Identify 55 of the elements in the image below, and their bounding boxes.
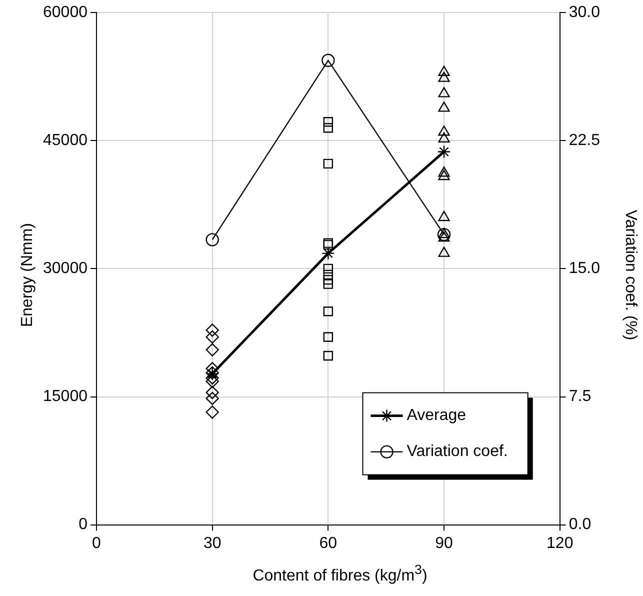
point xyxy=(323,158,334,169)
y2-tick-label: 15.0 xyxy=(568,260,600,278)
x-tick-label: 0 xyxy=(92,534,102,552)
point xyxy=(438,210,450,222)
point xyxy=(206,406,219,419)
x-axis-title: Content of fibres (kg/m$^{3}$) xyxy=(252,562,428,586)
y-tick-label: 30000 xyxy=(42,260,88,278)
point xyxy=(323,279,334,289)
point xyxy=(206,362,219,376)
point xyxy=(323,306,334,316)
point xyxy=(438,102,450,112)
point xyxy=(438,87,450,98)
point xyxy=(323,264,334,274)
y2-tick-label: 7.5 xyxy=(568,388,592,406)
point xyxy=(438,66,450,76)
point xyxy=(437,145,451,158)
legend-label: Average xyxy=(406,407,466,424)
point xyxy=(323,117,334,127)
x-tick-label: 60 xyxy=(319,534,338,552)
point xyxy=(438,126,450,136)
y2-tick-label: 22.5 xyxy=(568,132,600,150)
point xyxy=(438,132,450,143)
point xyxy=(323,274,334,285)
point xyxy=(438,246,450,257)
point xyxy=(438,72,450,82)
y-tick-label: 45000 xyxy=(42,132,88,150)
y-axis-title: Energy (Nmm) xyxy=(19,222,37,328)
x-tick-label: 90 xyxy=(435,534,454,552)
point xyxy=(323,332,334,342)
point xyxy=(206,324,219,337)
y-tick-label: 60000 xyxy=(42,4,88,22)
point xyxy=(322,54,335,68)
point xyxy=(206,233,219,246)
point xyxy=(206,392,219,406)
y2-tick-label: 0.0 xyxy=(568,516,592,534)
point xyxy=(322,246,335,260)
y2-axis-title: Variation coef. (%) xyxy=(621,210,639,340)
point xyxy=(323,123,334,133)
y2-tick-label: 30.0 xyxy=(568,4,600,22)
y-tick-label: 0 xyxy=(78,516,88,534)
point xyxy=(206,386,219,400)
x-tick-label: 30 xyxy=(203,534,222,552)
legend-label: Variation coef. xyxy=(406,443,508,460)
point xyxy=(323,350,334,361)
point xyxy=(438,228,450,238)
point xyxy=(206,374,219,388)
point xyxy=(438,166,450,177)
point xyxy=(438,231,450,242)
x-tick-label: 120 xyxy=(546,534,574,552)
point xyxy=(206,330,219,344)
y-tick-label: 15000 xyxy=(42,388,88,406)
point xyxy=(438,170,450,180)
point xyxy=(206,343,219,356)
point xyxy=(206,371,219,385)
point xyxy=(323,270,334,280)
